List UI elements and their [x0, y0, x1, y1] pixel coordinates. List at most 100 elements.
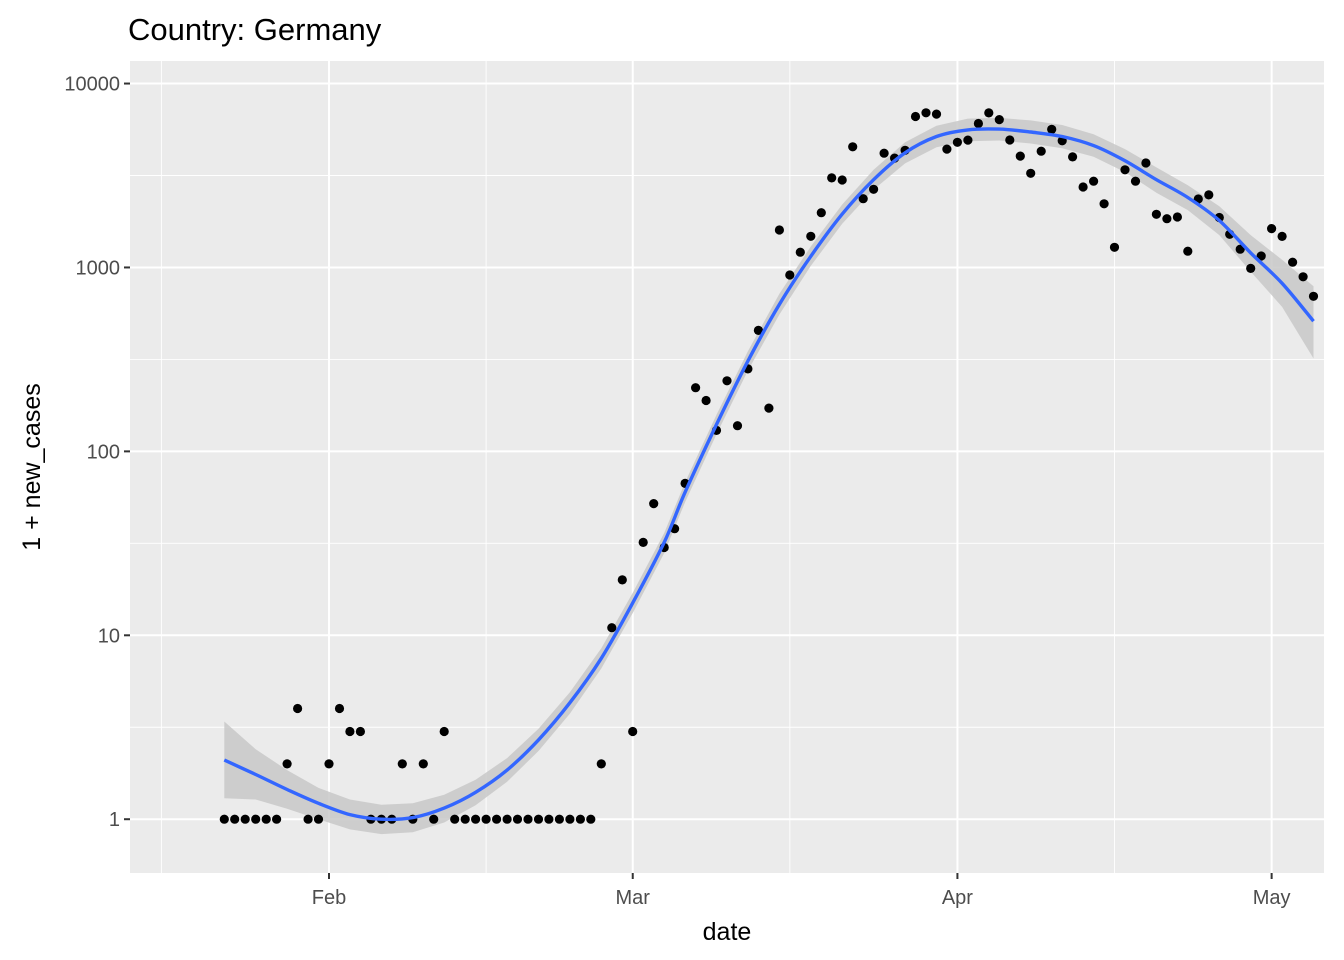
- data-point: [492, 814, 502, 824]
- data-point: [1246, 263, 1256, 273]
- data-point: [1288, 257, 1298, 267]
- data-point: [523, 814, 533, 824]
- data-point: [963, 135, 973, 145]
- data-point: [219, 814, 229, 824]
- data-point: [1036, 146, 1046, 156]
- y-tick-label: 100: [87, 441, 120, 463]
- data-point: [512, 814, 523, 824]
- data-point: [1109, 242, 1120, 252]
- data-point: [984, 108, 994, 118]
- y-tick-label: 1: [109, 809, 120, 831]
- y-axis: 1 10 100 1000 10000: [64, 74, 130, 831]
- data-point: [565, 814, 575, 824]
- data-point: [450, 814, 460, 824]
- data-point: [806, 231, 816, 241]
- data-point: [544, 814, 554, 824]
- data-point: [261, 814, 271, 824]
- data-point: [533, 814, 544, 824]
- data-point: [1267, 224, 1277, 234]
- data-point: [1120, 165, 1130, 175]
- data-point: [324, 759, 334, 769]
- data-point: [649, 499, 659, 509]
- data-point: [303, 814, 313, 824]
- x-axis: Feb Mar Apr May: [312, 873, 1291, 909]
- data-point: [848, 142, 858, 152]
- data-point: [973, 118, 984, 129]
- data-point: [869, 184, 879, 194]
- data-point: [1256, 251, 1266, 261]
- data-point: [418, 759, 428, 769]
- y-axis-title: 1 + new_cases: [18, 383, 46, 550]
- data-point: [638, 537, 648, 548]
- data-point: [1005, 135, 1015, 145]
- data-point: [397, 759, 407, 769]
- x-tick-label: Apr: [942, 887, 973, 909]
- data-point: [1130, 176, 1141, 186]
- data-point: [429, 814, 439, 824]
- data-point: [764, 403, 774, 413]
- data-point: [1078, 182, 1088, 192]
- data-point: [1089, 176, 1099, 186]
- data-point: [240, 814, 250, 824]
- data-point: [1183, 246, 1193, 256]
- data-point: [1026, 168, 1036, 178]
- data-point: [795, 247, 805, 257]
- data-point: [313, 814, 324, 824]
- data-point: [910, 111, 921, 122]
- data-point: [355, 726, 365, 737]
- data-point: [879, 148, 889, 158]
- data-point: [575, 814, 586, 824]
- x-axis-title: date: [703, 918, 752, 946]
- data-point: [230, 814, 240, 824]
- data-point: [1141, 158, 1151, 168]
- data-point: [931, 109, 942, 119]
- data-point: [952, 137, 963, 147]
- data-point: [1068, 152, 1078, 162]
- data-point: [774, 225, 785, 235]
- data-point: [1298, 272, 1308, 282]
- data-point: [1047, 124, 1057, 134]
- data-point: [701, 395, 711, 406]
- data-point: [921, 108, 931, 118]
- data-point: [722, 376, 732, 386]
- smooth-line: [223, 127, 1315, 822]
- data-point: [282, 759, 292, 769]
- data-point: [554, 814, 565, 824]
- y-tick-label: 1000: [76, 257, 121, 279]
- data-point: [837, 175, 847, 185]
- data-point: [816, 208, 826, 218]
- data-point: [586, 814, 596, 824]
- data-point: [471, 814, 481, 824]
- data-point: [1099, 199, 1109, 209]
- data-point: [1235, 244, 1245, 254]
- data-point: [1151, 209, 1161, 219]
- data-point: [628, 726, 638, 737]
- y-tick-label: 10: [98, 625, 120, 647]
- data-point: [1162, 214, 1172, 224]
- data-point: [858, 194, 868, 204]
- y-tick-label: 10000: [64, 74, 120, 96]
- chart-title: Country: Germany: [128, 12, 382, 47]
- data-point: [1308, 291, 1319, 301]
- data-point: [994, 115, 1004, 125]
- data-point: [439, 726, 449, 737]
- data-point: [732, 421, 743, 431]
- data-point: [1015, 151, 1025, 161]
- data-point: [481, 814, 491, 824]
- data-point: [785, 270, 795, 280]
- data-point: [617, 575, 627, 585]
- data-point: [607, 623, 617, 633]
- data-point: [596, 759, 606, 769]
- data-point: [753, 325, 764, 335]
- x-tick-label: Feb: [312, 887, 346, 909]
- data-point: [345, 726, 355, 737]
- x-tick-label: Mar: [616, 887, 651, 909]
- data-point: [1172, 212, 1182, 222]
- data-point: [460, 814, 470, 824]
- data-point: [334, 703, 345, 714]
- data-points: [219, 108, 1319, 824]
- data-point: [827, 173, 837, 183]
- x-tick-label: May: [1253, 887, 1291, 909]
- data-point: [272, 814, 282, 824]
